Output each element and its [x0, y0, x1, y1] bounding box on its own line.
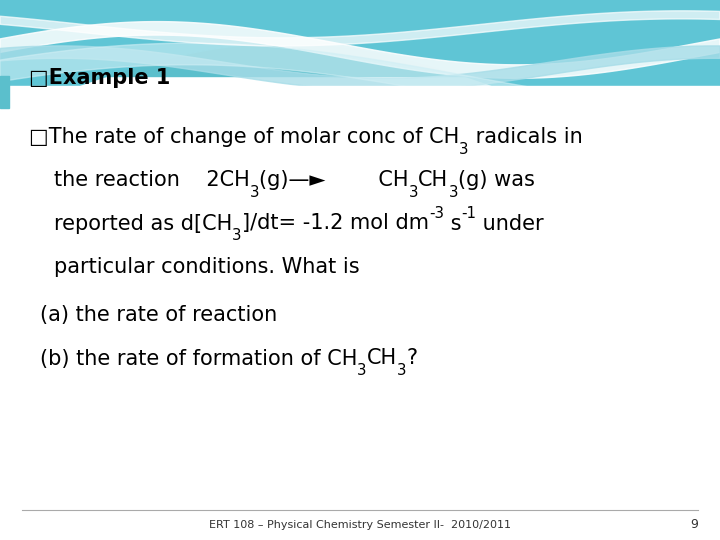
- Text: 3: 3: [449, 185, 458, 200]
- Text: CH: CH: [418, 170, 449, 190]
- Text: particular conditions. What is: particular conditions. What is: [54, 256, 359, 276]
- Text: 3: 3: [459, 142, 469, 157]
- Text: reported as d[CH: reported as d[CH: [54, 213, 233, 233]
- Text: (a) the rate of reaction: (a) the rate of reaction: [40, 305, 277, 325]
- Text: 9: 9: [690, 518, 698, 531]
- Text: 3: 3: [409, 185, 418, 200]
- Text: □Example 1: □Example 1: [29, 68, 170, 87]
- Text: -1: -1: [462, 206, 476, 221]
- Text: 3: 3: [357, 363, 366, 379]
- Bar: [0, 86, 720, 540]
- Text: CH: CH: [366, 348, 397, 368]
- Text: ?: ?: [406, 348, 417, 368]
- Text: 3: 3: [397, 363, 406, 379]
- Text: (g) was: (g) was: [458, 170, 535, 190]
- Text: the reaction    2CH: the reaction 2CH: [54, 170, 250, 190]
- Text: ]/dt= -1.2 mol dm: ]/dt= -1.2 mol dm: [242, 213, 428, 233]
- Text: (b) the rate of formation of CH: (b) the rate of formation of CH: [40, 348, 357, 368]
- Bar: [0, 76, 9, 108]
- Text: radicals in: radicals in: [469, 127, 582, 147]
- Text: 3: 3: [250, 185, 259, 200]
- Text: □The rate of change of molar conc of CH: □The rate of change of molar conc of CH: [29, 127, 459, 147]
- Text: (g)—►        CH: (g)—► CH: [259, 170, 409, 190]
- Text: s: s: [444, 213, 462, 233]
- Text: 3: 3: [233, 228, 242, 244]
- Text: under: under: [476, 213, 544, 233]
- Text: -3: -3: [428, 206, 444, 221]
- Bar: [0, 0, 720, 76]
- Text: ERT 108 – Physical Chemistry Semester II-  2010/2011: ERT 108 – Physical Chemistry Semester II…: [209, 520, 511, 530]
